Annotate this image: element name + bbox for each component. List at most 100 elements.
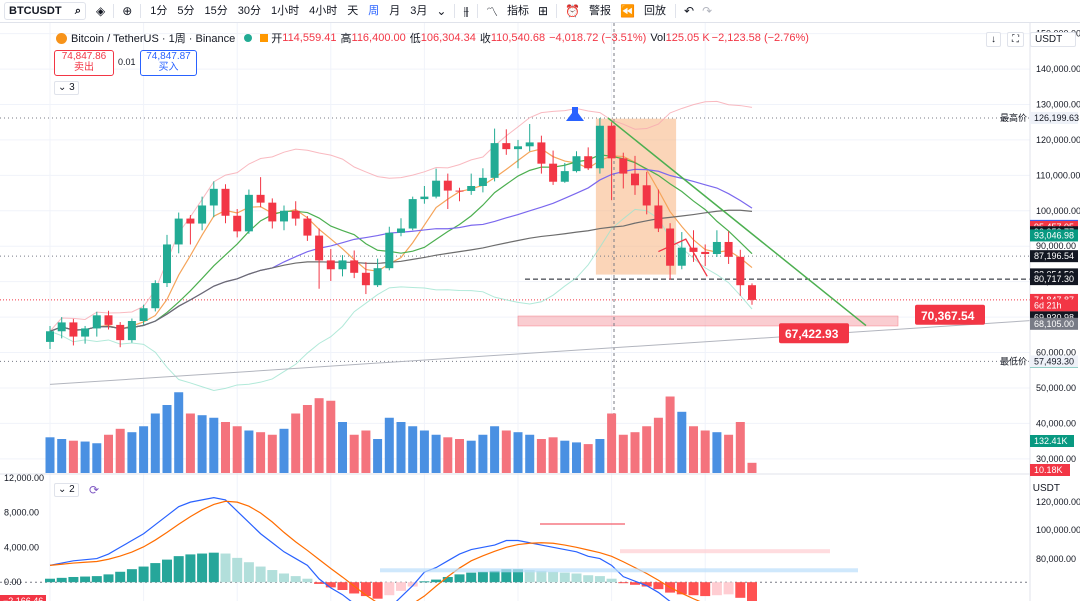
buy-label: 买入 [158,62,179,73]
candle-body [654,205,663,229]
volume-bar [57,439,67,473]
volume-bar [466,440,476,473]
search-icon: ⌕ [74,4,81,17]
volume-bar [513,432,523,473]
macd-collapse-button[interactable]: ⌄ 2 [54,483,79,497]
buy-button[interactable]: 74,847.87 买入 [140,50,197,76]
candle-body [736,256,745,286]
macd-histogram-bar [103,574,114,583]
replay-icon[interactable]: ⏪ [620,4,635,18]
timeframe-6[interactable]: 天 [347,5,359,17]
candle-body [642,185,651,206]
volume-bar [700,430,710,473]
download-icon[interactable]: ↓ [986,32,1001,47]
candles-icon[interactable]: ⫵ [463,3,470,18]
volume-bar [455,439,464,473]
volume-bar [302,405,312,473]
volume-badge-bg [1030,435,1074,447]
timeframe-7[interactable]: 周 [368,5,380,17]
candle-body [361,272,370,286]
macd-tick-2: 4,000.00 [4,542,39,552]
macd-histogram-bar [571,573,582,583]
volume-bar [232,426,242,473]
macd-zone-2 [380,568,858,573]
price-badge-10: 68,105.00 [1034,319,1074,329]
timeframe-0[interactable]: 1分 [150,5,168,17]
close-value: 110,540.68 [490,32,546,44]
symbol-search[interactable]: BTCUSDT ⌕ [4,2,86,20]
refresh-icon[interactable]: ⟳ [89,483,100,497]
volume-bar [349,434,359,473]
high-label: 高 [340,33,352,45]
volume-bar [256,432,266,473]
candle-body [280,210,288,222]
candle-body [116,324,125,341]
volume-bar [396,422,406,473]
volume-bar [689,426,698,473]
volume-bar [384,417,394,473]
macd-histogram-bar [349,582,360,594]
undo-icon[interactable]: ↶ [684,4,695,18]
macd-histogram-bar [548,571,559,583]
timeframe-9[interactable]: 3月 [410,5,428,17]
price-axis[interactable]: 150,000.00140,000.00130,000.00120,000.00… [1036,29,1080,464]
compare-icon[interactable]: ◈ [96,4,106,18]
price-badge-8: 6d 21h [1034,300,1062,310]
macd-histogram-bar [267,570,278,583]
volume-bar [724,434,734,473]
volume-bar [653,417,663,473]
timeframe-1[interactable]: 5分 [177,5,195,17]
volume-bar [665,396,675,473]
alert-button[interactable]: 警报 [589,5,612,17]
indicator-collapse-button[interactable]: ⌄ 3 [54,81,79,95]
macd-histogram-bar [524,570,535,583]
macd-last-bg [0,595,46,601]
price-badge-6: 80,717.30 [1034,274,1074,284]
timeframe-8[interactable]: 月 [389,5,401,17]
candle-body [69,322,78,337]
candle-body [689,247,698,252]
macd-last-value: −2,166.46 [3,596,43,601]
low-value: 106,304.34 [420,32,476,44]
fullscreen-icon[interactable]: ⛶ [1007,32,1024,47]
volume-bar [478,434,488,473]
templates-icon[interactable]: ⊞ [538,4,549,18]
price-chart[interactable]: 150,000.00140,000.00130,000.00120,000.00… [0,23,1080,601]
currency-select[interactable]: USDT [1030,32,1076,47]
replay-button[interactable]: 回放 [644,5,666,17]
volume-bar [712,432,722,473]
timeframe-2[interactable]: 15分 [204,5,228,17]
add-symbol-icon[interactable]: ⊕ [122,4,133,18]
volume-bar [162,405,172,473]
atl-label: 最低价 [1000,355,1027,366]
alarm-icon[interactable]: ⏰ [565,4,581,18]
volume-badge-2: 10.18K [1034,465,1063,475]
candle-body [701,251,710,255]
sell-price: 74,847.86 [61,51,107,62]
candle-body [455,190,464,192]
redo-icon[interactable]: ↷ [702,4,713,18]
volume-bar [373,439,383,473]
volume-bar [338,422,347,473]
macd-histogram-bar [314,582,325,584]
timeframe-4[interactable]: 1小时 [271,5,300,17]
timeframe-3[interactable]: 30分 [237,5,262,17]
volume-bar [443,437,453,473]
volume-bar [68,440,78,473]
price-badge-4-bg [1030,250,1078,263]
separator [477,4,479,18]
chevron-down-icon[interactable]: ⌄ [436,4,447,18]
macd-histogram-bar [653,582,664,590]
macd-histogram-bar [466,572,477,583]
separator [140,4,142,18]
macd-axis: 12,000.00 8,000.00 4,000.00 0.00 −2,166.46 12… [0,473,1080,601]
open-label: 开 [271,33,283,45]
indicators-icon[interactable]: 〽 [486,4,499,19]
timeframe-5[interactable]: 4小时 [309,5,338,17]
indicators-button[interactable]: 指标 [507,5,530,17]
macd-histogram-bar [150,563,161,583]
sell-button[interactable]: 74,847.86 卖出 [54,50,114,76]
legend-title: Bitcoin / TetherUS · 1周 · Binance [71,33,236,45]
macd-signal-line [49,500,701,601]
separator [675,4,676,18]
